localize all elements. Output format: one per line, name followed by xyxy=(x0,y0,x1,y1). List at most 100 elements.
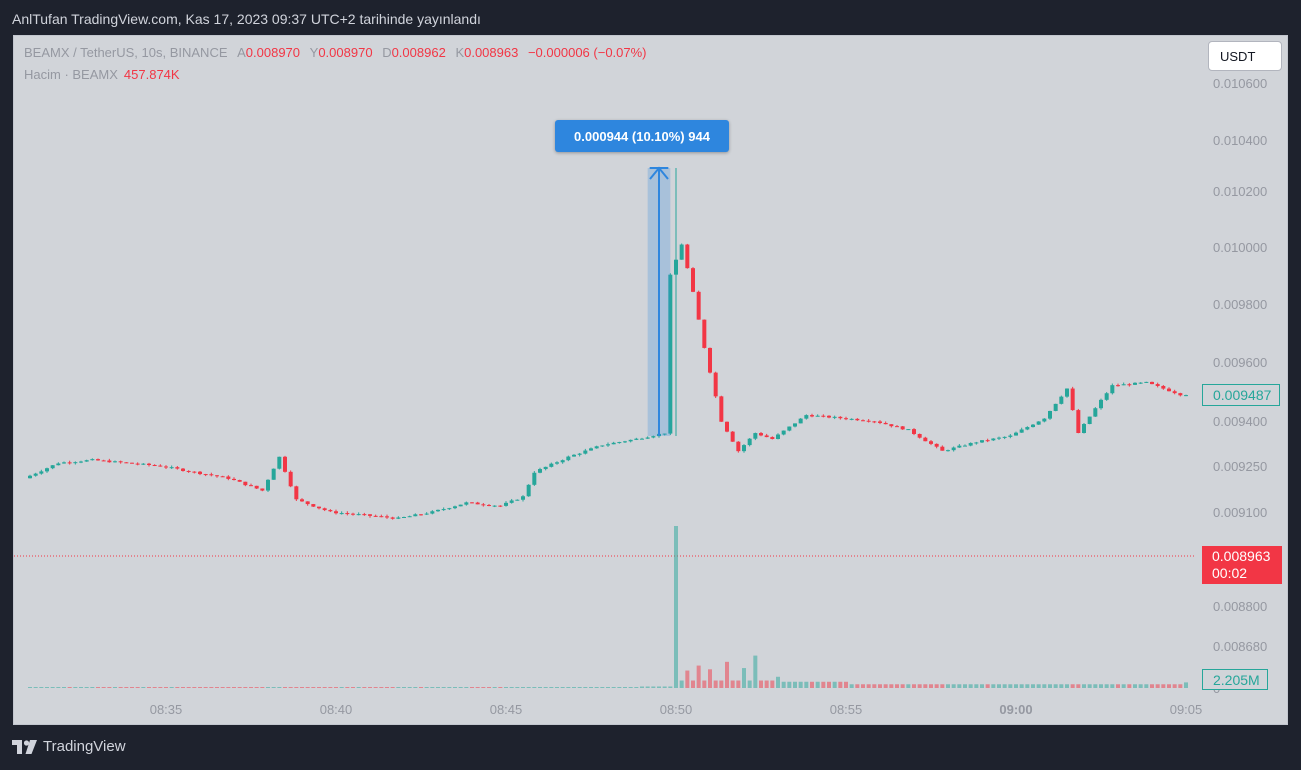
tradingview-logo[interactable]: TradingView xyxy=(12,738,126,755)
candle xyxy=(1014,432,1018,436)
candle xyxy=(1065,388,1069,397)
candle xyxy=(878,421,882,423)
current-price-tag: 0.008963 00:02 xyxy=(1202,546,1282,584)
candle xyxy=(861,420,865,422)
volume-bar xyxy=(623,687,627,688)
volume-bar xyxy=(430,687,435,688)
candle xyxy=(220,476,225,478)
volume-bar xyxy=(147,687,151,688)
low-label: D xyxy=(382,45,392,60)
candle xyxy=(691,268,695,292)
volume-bar xyxy=(39,687,44,688)
volume-bar xyxy=(1076,684,1081,688)
candle xyxy=(62,462,66,464)
candle xyxy=(594,446,599,449)
volume-bar xyxy=(821,681,826,688)
chart-pane[interactable]: 0.010600 0.010400 0.010200 0.010000 0.009800… xyxy=(13,35,1288,725)
volume-bar xyxy=(730,680,735,688)
candle xyxy=(815,415,820,417)
candle xyxy=(555,462,559,464)
volume-bar xyxy=(243,687,248,688)
volume-bar xyxy=(759,680,763,688)
volume-bar xyxy=(572,687,576,688)
volume-bar xyxy=(135,687,140,688)
candle xyxy=(526,484,531,497)
volume-bar xyxy=(192,687,197,688)
volume-bar xyxy=(509,687,514,688)
volume-bar xyxy=(1036,684,1041,688)
volume-bar xyxy=(1133,684,1137,688)
volume-bar xyxy=(101,687,106,688)
time-axis-tick: 08:35 xyxy=(150,702,183,717)
candle xyxy=(985,440,990,442)
volume-bar xyxy=(980,684,984,688)
volume-bar xyxy=(271,687,276,688)
candle xyxy=(135,463,140,465)
volume-tag: 2.205M xyxy=(1202,669,1268,690)
volume-bar xyxy=(917,684,922,688)
volume-bar xyxy=(294,687,299,688)
candle xyxy=(464,502,469,505)
candle xyxy=(209,474,214,476)
volume-bar xyxy=(753,655,758,688)
volume-bar xyxy=(742,668,746,688)
volume-bar xyxy=(124,687,129,688)
candle xyxy=(753,433,758,439)
volume-bar xyxy=(1116,684,1120,688)
candle xyxy=(288,471,293,487)
candle xyxy=(1008,435,1013,437)
candle xyxy=(339,513,344,515)
volume-bar xyxy=(390,687,395,688)
volume-bar xyxy=(328,687,333,688)
volume-bar xyxy=(538,687,542,688)
candle xyxy=(702,319,707,348)
candle xyxy=(362,514,367,516)
candle xyxy=(243,481,248,486)
candle xyxy=(589,448,593,451)
candle xyxy=(668,274,673,434)
volume-bar xyxy=(96,687,100,688)
currency-button[interactable]: USDT xyxy=(1208,41,1282,71)
volume-bar xyxy=(288,687,293,688)
candle xyxy=(1025,427,1030,430)
candle xyxy=(458,504,463,507)
candle xyxy=(1082,424,1086,433)
volume-bar xyxy=(487,687,491,688)
volume-legend: Hacim · BEAMX 457.874K xyxy=(24,67,180,82)
volume-bar xyxy=(260,687,265,688)
volume-bar xyxy=(691,680,695,688)
volume-bar xyxy=(815,681,820,688)
candle xyxy=(1019,429,1024,433)
volume-bar xyxy=(141,687,146,688)
candle xyxy=(271,468,276,480)
volume-bar xyxy=(203,687,208,688)
candle xyxy=(855,418,860,421)
candle xyxy=(254,485,259,489)
candle xyxy=(685,244,690,269)
candle xyxy=(883,422,888,425)
candle xyxy=(974,442,979,444)
candle xyxy=(107,460,112,463)
candle xyxy=(328,510,333,512)
volume-bar xyxy=(169,687,174,688)
volume-bar xyxy=(402,687,406,688)
volume-bar xyxy=(464,687,469,688)
candle xyxy=(634,438,639,440)
candle xyxy=(101,460,106,462)
candle xyxy=(997,437,1001,439)
candle xyxy=(1116,385,1120,387)
candle xyxy=(804,415,809,419)
published-caption: AnlTufan TradingView.com, Kas 17, 2023 0… xyxy=(12,11,481,27)
candlestick-chart[interactable]: 0.010600 0.010400 0.010200 0.010000 0.009800… xyxy=(14,36,1288,725)
volume-label[interactable]: Hacim · BEAMX xyxy=(24,67,118,82)
low-value: 0.008962 xyxy=(391,45,446,60)
candle xyxy=(322,508,327,511)
volume-bar xyxy=(396,687,401,688)
countdown-value: 00:02 xyxy=(1212,565,1248,581)
symbol-name[interactable]: BEAMX / TetherUS, 10s, BINANCE xyxy=(24,45,228,60)
volume-bar xyxy=(798,681,803,688)
volume-bar xyxy=(810,681,814,688)
candle xyxy=(747,438,752,446)
volume-bar xyxy=(1127,684,1132,688)
candle xyxy=(583,450,588,454)
